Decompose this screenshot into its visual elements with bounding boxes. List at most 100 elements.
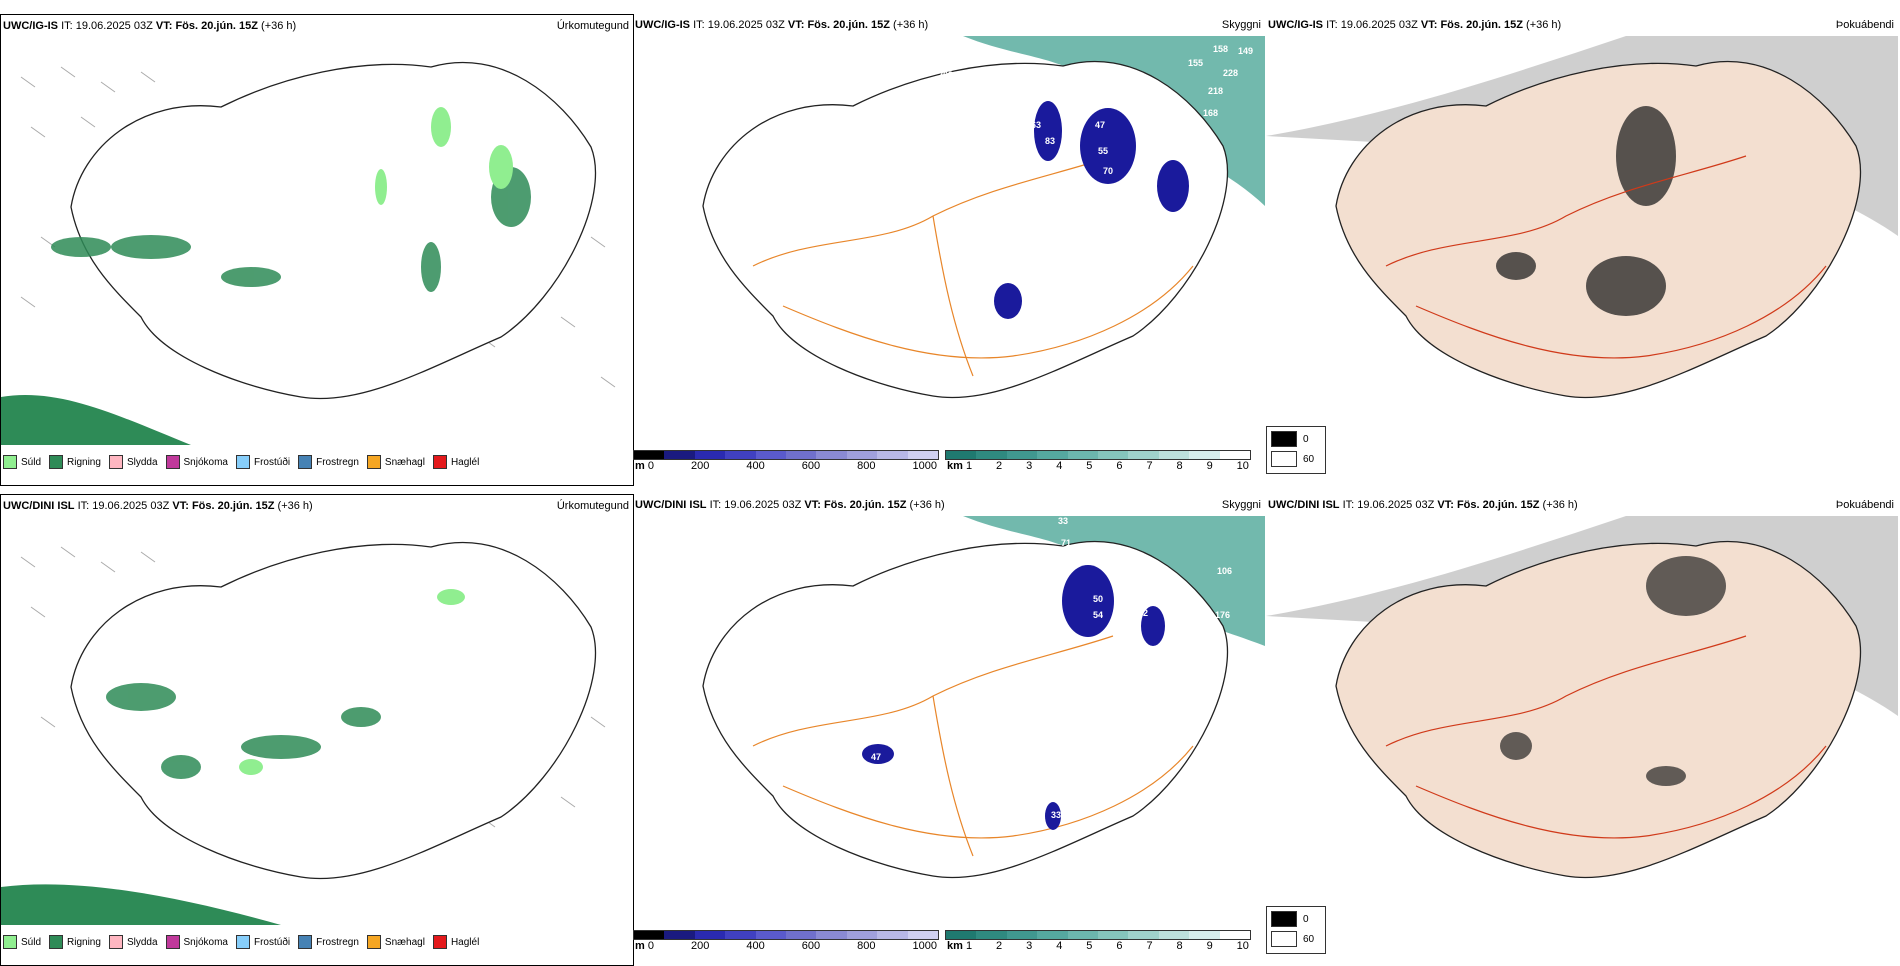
legend-item: Frostúði bbox=[235, 935, 292, 949]
cloud-base-value: 57 bbox=[1048, 216, 1058, 226]
panel-header: UWC/DINI ISL IT: 19.06.2025 03Z VT: Fös.… bbox=[1268, 496, 1896, 514]
legend-item: Snjókoma bbox=[165, 935, 230, 949]
cloud-base-value: 50 bbox=[995, 366, 1005, 376]
fog-legend: 0 60 bbox=[1266, 426, 1326, 474]
cloud-base-value: 73 bbox=[1025, 738, 1035, 748]
cloud-base-value: 149 bbox=[1238, 46, 1253, 56]
cloud-base-value: 36 bbox=[1148, 156, 1158, 166]
cloud-base-value: 81 bbox=[997, 248, 1007, 258]
legend-swatch bbox=[108, 455, 123, 469]
visibility-scale-bar bbox=[945, 930, 1251, 940]
legend-swatch bbox=[165, 935, 180, 949]
cloud-base-value: 53 bbox=[1128, 238, 1138, 248]
roads bbox=[752, 635, 1194, 857]
cloud-base-value: 78 bbox=[1101, 198, 1111, 208]
cloud-base-labels: 269 406 33 83 50 54 53 42 106 176 47 33 89 71 73 bbox=[788, 516, 1232, 820]
cloud-base-value: 83 bbox=[1033, 562, 1043, 572]
cloud-base-value: 33 bbox=[1058, 516, 1068, 526]
panel-header: UWC/DINI ISL IT: 19.06.2025 03Z VT: Fös.… bbox=[635, 496, 1263, 514]
cloud-base-value: 203 bbox=[938, 70, 953, 80]
cloud-base-value: 89 bbox=[788, 568, 798, 578]
cloud-base-value: 20 bbox=[773, 88, 783, 98]
iceland-land bbox=[1335, 60, 1861, 399]
height-scale-ticks: m 0 200 400 600 800 1000 bbox=[635, 460, 937, 472]
cloud-base-value: 406 bbox=[933, 528, 948, 538]
legend-swatch bbox=[235, 455, 250, 469]
panel-title: Skyggni bbox=[1221, 19, 1261, 31]
legend-item: Rigning bbox=[49, 455, 103, 469]
cloud-base-value: 206 bbox=[888, 36, 903, 46]
drizzle-areas bbox=[239, 589, 465, 775]
cloud-base-value: 155 bbox=[1188, 58, 1203, 68]
legend-swatch bbox=[235, 935, 250, 949]
height-scale: m 0 200 400 600 800 1000 bbox=[633, 930, 939, 960]
visibility-scale: km 1 2 3 4 5 6 7 8 9 10 bbox=[945, 930, 1251, 960]
legend-swatch bbox=[432, 935, 447, 949]
cloud-base-areas bbox=[862, 565, 1165, 830]
cloud-base-value: 47 bbox=[1095, 120, 1105, 130]
cloud-base-value: 54 bbox=[1093, 610, 1103, 620]
legend-swatch bbox=[366, 455, 381, 469]
cloud-base-value: 50 bbox=[1028, 96, 1038, 106]
legend-item: Rigning bbox=[49, 935, 103, 949]
fog-panel-dini: UWC/DINI ISL IT: 19.06.2025 03Z VT: Fös.… bbox=[1266, 494, 1898, 964]
legend-item: Haglél bbox=[432, 455, 481, 469]
height-scale: m 0 200 400 600 800 1000 bbox=[633, 450, 939, 480]
fog-map bbox=[1266, 36, 1898, 399]
cloud-map: 206 155 203 50 63 83 47 55 70 36 51 64 78 57 53 80 50 81 2… bbox=[702, 36, 1265, 399]
legend-item: Slydda bbox=[108, 455, 160, 469]
panel-title: Þokuábendi bbox=[1835, 499, 1894, 511]
visibility-scale: km 1 2 3 4 5 6 7 8 9 10 bbox=[945, 450, 1251, 480]
iceland-outline bbox=[70, 541, 596, 880]
sea-rain bbox=[1, 884, 281, 925]
sea-rain bbox=[1, 395, 191, 445]
legend-swatch bbox=[1271, 431, 1297, 447]
cloud-panel-ig: UWC/IG-IS IT: 19.06.2025 03Z VT: Fös. 20… bbox=[633, 14, 1265, 484]
iceland-outline bbox=[702, 60, 1228, 399]
legend-swatch bbox=[49, 935, 64, 949]
cloud-base-value: 228 bbox=[1223, 68, 1238, 78]
cloud-base-value: 106 bbox=[1217, 566, 1232, 576]
legend-item: Slydda bbox=[108, 935, 160, 949]
height-scale-bar bbox=[633, 930, 939, 940]
legend-item: Súld bbox=[3, 935, 43, 949]
legend-item: Snæhagl bbox=[366, 935, 427, 949]
visibility-scale-ticks: km 1 2 3 4 5 6 7 8 9 10 bbox=[947, 940, 1249, 952]
legend-swatch bbox=[3, 455, 17, 469]
visibility-scale-bar bbox=[945, 450, 1251, 460]
cloud-base-value: 269 bbox=[888, 516, 903, 526]
cloud-base-value: 176 bbox=[1215, 610, 1230, 620]
legend-swatch bbox=[3, 935, 17, 949]
roads bbox=[1385, 635, 1827, 839]
legend-swatch bbox=[1271, 911, 1297, 927]
cloud-base-value: 64 bbox=[1053, 196, 1063, 206]
legend-item: Súld bbox=[3, 455, 43, 469]
precip-legend: Súld Rigning Slydda Snjókoma Frostúði Fr… bbox=[3, 931, 481, 953]
legend-swatch bbox=[298, 455, 313, 469]
drizzle-areas bbox=[375, 107, 513, 205]
cloud-base-value: 42 bbox=[1138, 608, 1148, 618]
cloud-base-value: 55 bbox=[1098, 146, 1108, 156]
cloud-base-value: 70 bbox=[1103, 166, 1113, 176]
legend-item: Frostúði bbox=[235, 455, 292, 469]
fog-legend-item: 60 bbox=[1271, 931, 1321, 947]
panel-title: Úrkomutegund bbox=[556, 20, 629, 32]
fog-areas bbox=[1500, 556, 1726, 786]
legend-swatch bbox=[1271, 931, 1297, 947]
roads bbox=[1385, 155, 1827, 359]
panel-header: UWC/IG-IS IT: 19.06.2025 03Z VT: Fös. 20… bbox=[635, 16, 1263, 34]
cloud-base-value: 33 bbox=[1051, 810, 1061, 820]
fog-legend-item: 0 bbox=[1271, 431, 1321, 447]
cloud-base-value: 50 bbox=[1093, 594, 1103, 604]
visibility-scale-ticks: km 1 2 3 4 5 6 7 8 9 10 bbox=[947, 460, 1249, 472]
iceland-outline bbox=[702, 540, 1228, 879]
legend-item: Snjókoma bbox=[165, 455, 230, 469]
cloud-base-value: 218 bbox=[1208, 86, 1223, 96]
panel-title: Þokuábendi bbox=[1835, 19, 1894, 31]
rain-areas bbox=[106, 683, 381, 779]
cloud-base-value: 59 bbox=[1135, 82, 1145, 92]
panel-header: UWC/IG-IS IT: 19.06.2025 03Z VT: Fös. 20… bbox=[1268, 16, 1896, 34]
cloud-base-value: 168 bbox=[1203, 108, 1218, 118]
legend-item: Haglél bbox=[432, 935, 481, 949]
cloud-base-value: 9 bbox=[1153, 110, 1158, 120]
